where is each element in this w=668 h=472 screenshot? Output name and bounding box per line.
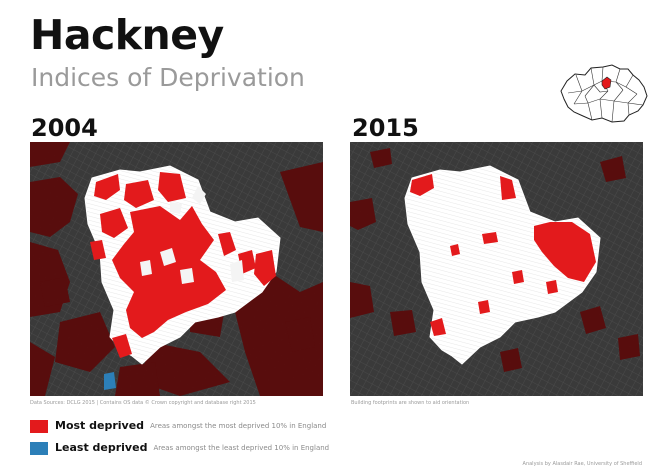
legend-label: Least deprived <box>55 441 148 454</box>
least-deprived-swatch <box>30 441 48 455</box>
london-inset-map <box>558 63 650 125</box>
outer-deprived-areas-2015 <box>350 148 640 372</box>
data-source-caption: Data Sources: DCLG 2015 | Contains OS da… <box>30 400 256 406</box>
building-footprint-caption: Building footprints are shown to aid ori… <box>351 400 470 406</box>
page-subtitle: Indices of Deprivation <box>31 63 305 92</box>
legend-item-most-deprived: Most deprived Areas amongst the most dep… <box>30 419 326 433</box>
london-outline <box>560 64 648 123</box>
credit-text: Analysis by Alasdair Rae, University of … <box>522 461 642 467</box>
legend-label: Most deprived <box>55 419 145 432</box>
least-deprived-area-2004 <box>104 372 116 390</box>
map-2004 <box>30 142 323 396</box>
year-label-2004: 2004 <box>31 114 98 142</box>
map-2015 <box>350 142 643 396</box>
borough-outline-2015 <box>404 165 601 365</box>
page-title: Hackney <box>30 11 224 59</box>
legend-description: Areas amongst the most deprived 10% in E… <box>150 422 327 430</box>
most-deprived-swatch <box>30 419 48 433</box>
most-deprived-areas-2015 <box>410 174 596 336</box>
legend-item-least-deprived: Least deprived Areas amongst the least d… <box>30 441 329 455</box>
hackney-highlight <box>601 76 612 90</box>
other-areas-2004 <box>140 186 244 284</box>
legend-description: Areas amongst the least deprived 10% in … <box>153 444 330 452</box>
year-label-2015: 2015 <box>352 114 419 142</box>
